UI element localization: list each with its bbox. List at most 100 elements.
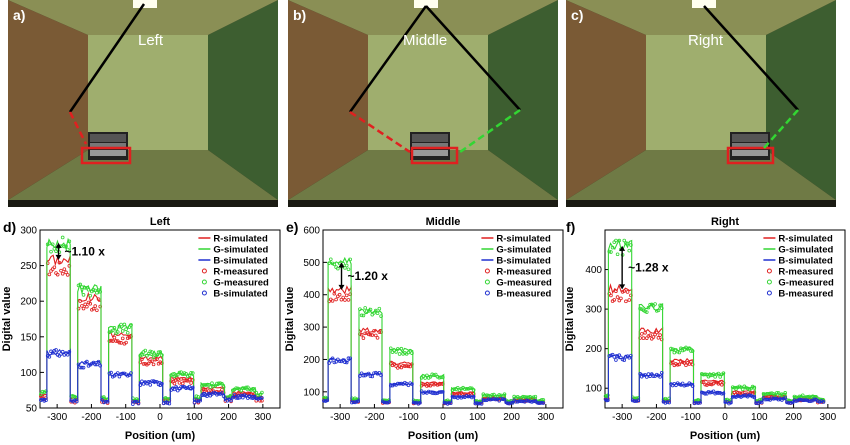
- measured-point: [76, 306, 81, 311]
- measured-point: [812, 397, 817, 402]
- ceiling-light: [133, 0, 157, 8]
- x-tick-label: -200: [646, 412, 666, 423]
- measured-point: [80, 365, 84, 370]
- measured-point: [172, 381, 177, 386]
- annotation-text: ~1.10 x: [65, 244, 106, 258]
- y-tick-label: 200: [585, 344, 602, 355]
- measured-point: [361, 313, 366, 318]
- measured-point: [177, 381, 182, 385]
- legend-label: R-simulated: [496, 234, 551, 245]
- simulated-line-B: [39, 348, 264, 404]
- left-wall: [8, 0, 88, 200]
- legend-label: R-simulated: [778, 234, 833, 245]
- measured-point: [45, 261, 50, 265]
- x-tick-label: -100: [681, 412, 701, 423]
- legend-label: R-simulated: [213, 234, 268, 245]
- measured-point: [366, 332, 371, 337]
- measured-point: [622, 238, 627, 243]
- measured-point: [343, 360, 347, 364]
- x-axis-label: Position (um): [690, 430, 761, 442]
- measured-point: [622, 358, 627, 362]
- measured-point: [59, 268, 63, 273]
- measured-point: [237, 395, 242, 400]
- y-tick-label: 500: [303, 258, 320, 269]
- ray-incident-right: [425, 5, 521, 111]
- measured-point: [148, 349, 153, 354]
- measured-point: [129, 334, 133, 339]
- measured-point: [368, 374, 373, 378]
- measured-point: [85, 304, 89, 309]
- measured-point: [114, 339, 118, 343]
- x-tick-label: -200: [81, 412, 101, 423]
- y-tick-label: 100: [303, 387, 320, 398]
- measured-point: [91, 306, 96, 311]
- measured-point: [638, 336, 642, 340]
- ray-reflected: [68, 111, 88, 145]
- annotation-text: ~1.28 x: [628, 261, 669, 275]
- roi-box: [410, 146, 459, 165]
- panel-label: f): [566, 219, 575, 235]
- legend-marker-swatch: [766, 268, 772, 274]
- measured-point: [54, 348, 58, 352]
- measured-point: [64, 270, 68, 275]
- measured-point: [93, 304, 97, 308]
- x-tick-label: 200: [785, 412, 802, 423]
- floor: [8, 150, 278, 200]
- measured-point: [406, 364, 411, 369]
- measured-point: [363, 331, 367, 336]
- color-checker: [88, 132, 128, 160]
- measured-point: [119, 341, 123, 345]
- measured-point: [644, 336, 649, 340]
- measured-point: [231, 395, 235, 400]
- y-axis-label: Digital value: [284, 287, 296, 352]
- legend-label: B-simulated: [213, 256, 268, 267]
- measured-point: [81, 365, 86, 370]
- legend-marker-swatch: [484, 290, 490, 296]
- measured-point: [110, 328, 115, 333]
- x-tick-label: 200: [220, 412, 237, 423]
- scene-panel-c: c) Right: [566, 0, 836, 207]
- measured-point: [346, 298, 351, 302]
- ray-incident: [68, 3, 146, 113]
- simulated-line-G: [39, 237, 264, 401]
- annotation-arrowhead-up: [338, 262, 345, 268]
- measured-point: [372, 329, 376, 333]
- measured-point: [60, 235, 65, 240]
- legend-label: R-measured: [778, 267, 833, 278]
- ceiling-light: [692, 0, 716, 8]
- measured-point: [773, 396, 778, 401]
- measured-point: [614, 358, 618, 362]
- measured-point: [370, 374, 375, 379]
- x-tick-label: 100: [186, 412, 203, 423]
- measured-point: [160, 361, 164, 365]
- measured-point: [638, 306, 642, 311]
- measured-point: [88, 301, 93, 306]
- right-wall: [208, 0, 278, 200]
- measured-point: [78, 365, 83, 370]
- legend-label: G-measured: [213, 278, 269, 289]
- measured-point: [325, 398, 330, 403]
- measured-point: [201, 383, 206, 387]
- measured-point: [341, 295, 345, 300]
- measured-point: [677, 350, 682, 355]
- measured-point: [220, 387, 224, 392]
- measured-point: [612, 298, 617, 302]
- measured-point: [713, 375, 717, 379]
- measured-point: [629, 243, 633, 247]
- measured-point: [150, 350, 154, 354]
- measured-point: [189, 381, 193, 385]
- measured-point: [641, 336, 646, 340]
- measured-point: [175, 377, 180, 382]
- measured-point: [680, 348, 685, 353]
- measured-point: [236, 396, 240, 400]
- measured-point: [343, 266, 347, 270]
- annotation-arrowhead-up: [55, 242, 62, 248]
- measured-point: [83, 302, 88, 307]
- color-checker: [730, 132, 770, 160]
- legend-label: B-measured: [496, 289, 551, 300]
- x-tick-label: -300: [47, 412, 67, 423]
- simulated-line-G: [604, 238, 825, 402]
- legend-marker-swatch: [766, 279, 772, 285]
- measured-point: [150, 359, 154, 363]
- measured-point: [377, 306, 382, 311]
